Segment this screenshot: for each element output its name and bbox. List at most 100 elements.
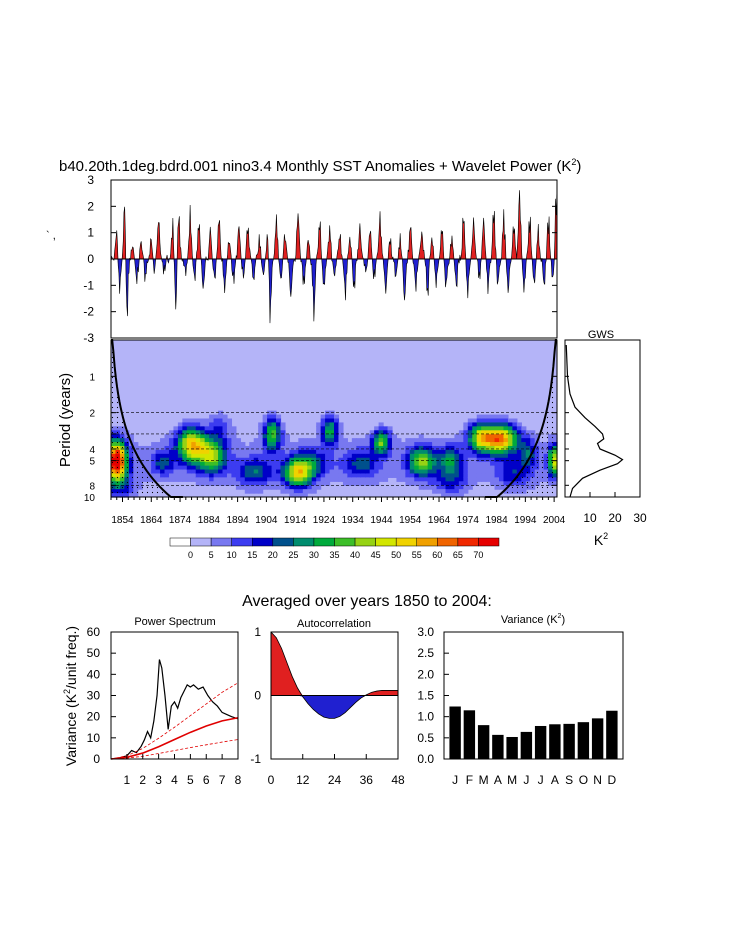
wavelet-cell (209, 438, 215, 443)
wavelet-cell (436, 473, 442, 478)
wavelet-cell (253, 453, 259, 459)
wavelet-cell (244, 473, 250, 478)
wavelet-cell (316, 434, 322, 439)
wavelet-cell (271, 481, 277, 486)
wavelet-cell (168, 465, 175, 471)
wavelet-cell (472, 465, 478, 471)
wavelet-cell (507, 469, 513, 475)
wavelet-cell (396, 453, 402, 459)
wavelet-cell (226, 465, 233, 471)
wavelet-cell (222, 434, 228, 439)
wavelet-cell (458, 465, 464, 471)
wavelet-cell (490, 445, 496, 451)
wavelet-cell (164, 457, 170, 463)
wavelet-cell (204, 465, 210, 471)
wavelet-cell (405, 477, 411, 482)
wavelet-cell (494, 418, 500, 424)
wavelet-cell (186, 422, 192, 427)
wavelet-cell (293, 449, 299, 455)
wavelet-cell (325, 438, 331, 443)
wavelet-cell (485, 430, 491, 435)
colorbar-swatch (416, 537, 438, 547)
wavelet-cell (396, 465, 402, 471)
wavelet-cell (512, 426, 518, 431)
wavelet-cell (414, 457, 420, 463)
wavelet-cell (173, 457, 179, 463)
wavelet-cell (231, 461, 237, 467)
wavelet-cell (235, 442, 241, 447)
wavelet-cell (351, 477, 357, 482)
wavelet-cell (164, 438, 170, 443)
wavelet-cell (173, 449, 179, 455)
power-spectrum-ytick-label: 20 (87, 710, 101, 724)
wavelet-cell (387, 457, 393, 463)
wavelet-cell (454, 493, 460, 498)
wavelet-cell (441, 445, 447, 451)
wavelet-cell (360, 445, 366, 451)
wavelet-cell (347, 481, 353, 486)
wavelet-cell (226, 473, 233, 478)
wavelet-cell (360, 477, 366, 482)
wavelet-cell (276, 481, 282, 486)
wavelet-cell (231, 442, 237, 447)
wavelet-cell (383, 461, 389, 467)
wavelet-cell (226, 461, 233, 467)
wavelet-cell (467, 453, 473, 459)
wavelet-cell (280, 438, 286, 443)
wavelet-cell (262, 426, 268, 431)
wavelet-cell (325, 461, 331, 467)
wavelet-cell (262, 469, 268, 475)
wavelet-cell (360, 453, 366, 459)
wavelet-cell (249, 465, 255, 471)
wavelet-cell (276, 457, 282, 463)
wavelet-cell (369, 461, 375, 467)
wavelet-cell (151, 457, 157, 463)
wavelet-cell (360, 442, 366, 447)
wavelet-cell (249, 489, 255, 494)
wavelet-cell (432, 477, 438, 482)
wavelet-cell (262, 449, 268, 455)
wavelet-cell (472, 438, 478, 443)
wavelet-cell (195, 481, 201, 486)
wavelet-cell (365, 434, 371, 439)
wavelet-cell (191, 430, 197, 435)
wavelet-cell (258, 461, 264, 467)
wavelet-cell (418, 438, 424, 443)
wavelet-cell (490, 422, 496, 427)
wavelet-cell (427, 445, 433, 451)
wavelet-cell (151, 449, 157, 455)
wavelet-cell (463, 434, 469, 439)
wavelet-cell (284, 477, 290, 482)
wavelet-cell (414, 477, 420, 482)
wavelet-cell (253, 485, 259, 490)
wavelet-cell (302, 473, 308, 478)
wavelet-cell (191, 453, 197, 459)
wavelet-cell (503, 469, 509, 475)
wavelet-cell (423, 461, 429, 467)
wavelet-cell (222, 449, 228, 455)
wavelet-cell (360, 481, 366, 486)
wavelet-cell (258, 426, 264, 431)
wavelet-cell (494, 465, 500, 471)
wavelet-cell (374, 449, 380, 455)
wavelet-cell (311, 445, 317, 451)
wavelet-cell (186, 434, 192, 439)
wavelet-cell (342, 465, 348, 471)
power-spectrum-ytick-label: 50 (87, 646, 101, 660)
wavelet-cell (316, 449, 322, 455)
anomaly-negative-area (111, 259, 557, 324)
wavelet-cell (329, 418, 335, 424)
wavelet-cell (472, 445, 478, 451)
wavelet-cell (200, 477, 206, 482)
wavelet-cell (151, 442, 157, 447)
wavelet-cell (267, 445, 273, 451)
wavelet-cell (374, 434, 380, 439)
wavelet-cell (182, 430, 188, 435)
wavelet-cell (454, 434, 460, 439)
autocorrelation-xtick-label: 48 (391, 773, 405, 787)
wavelet-cell (258, 465, 264, 471)
wavelet-cell (463, 485, 469, 490)
wavelet-cell (155, 473, 161, 478)
wavelet-cell (276, 434, 282, 439)
wavelet-cell (235, 469, 241, 475)
